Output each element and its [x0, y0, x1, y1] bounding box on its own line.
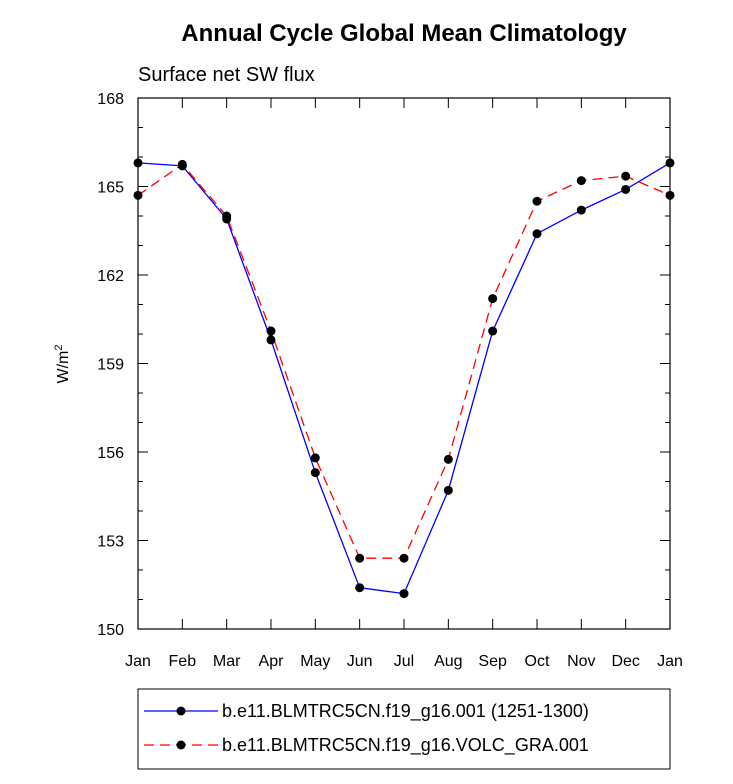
legend-box	[137, 688, 671, 770]
y-tick-label: 153	[97, 534, 124, 551]
data-point-series-2	[532, 196, 542, 206]
y-tick-label: 168	[97, 91, 124, 108]
legend-entry: b.e11.BLMTRC5CN.f19_g16.VOLC_GRA.001	[144, 735, 589, 756]
data-point-series-1	[576, 205, 586, 215]
x-tick-label: Jan	[125, 653, 151, 670]
x-tick-label: Jul	[394, 653, 414, 670]
data-point-series-2	[576, 176, 586, 186]
data-point-series-2	[665, 190, 675, 200]
y-tick-label: 156	[97, 445, 124, 462]
legend-marker-series-1	[176, 706, 186, 716]
chart-title: Annual Cycle Global Mean Climatology	[181, 20, 627, 47]
data-point-series-2	[222, 211, 232, 221]
y-axis-label-base: W/m	[55, 351, 72, 384]
data-point-series-2	[177, 159, 187, 169]
data-point-series-1	[488, 326, 498, 336]
data-point-series-2	[266, 326, 276, 336]
x-tick-label: Mar	[213, 653, 241, 670]
plot-frame	[137, 97, 671, 630]
x-tick-label: Jun	[347, 653, 373, 670]
series-line-2	[137, 163, 671, 559]
x-tick-label: Sep	[478, 653, 507, 670]
data-point-series-1	[532, 229, 542, 239]
data-point-series-1	[266, 335, 276, 345]
legend: b.e11.BLMTRC5CN.f19_g16.001 (1251-1300) …	[137, 688, 671, 770]
x-tick-label: Feb	[169, 653, 197, 670]
legend-label-series-2: b.e11.BLMTRC5CN.f19_g16.VOLC_GRA.001	[222, 735, 589, 756]
axis-ticks: Jan Feb Mar Apr May Jun Jul Aug Sep Oct Nov Dec Jan1…	[97, 91, 683, 670]
y-axis-label: W/m2	[53, 345, 72, 384]
x-tick-label: Apr	[259, 653, 285, 670]
data-point-series-2	[310, 453, 320, 463]
legend-entry: b.e11.BLMTRC5CN.f19_g16.001 (1251-1300)	[144, 701, 589, 722]
data-point-series-1	[443, 485, 453, 495]
y-tick-label: 165	[97, 180, 124, 197]
data-point-series-2	[443, 454, 453, 464]
x-tick-label: Dec	[611, 653, 639, 670]
svg-text:W/m2: W/m2	[53, 345, 72, 384]
data-point-series-2	[621, 171, 631, 181]
data-point-series-1	[355, 583, 365, 593]
data-point-series-2	[133, 190, 143, 200]
x-tick-label: Aug	[434, 653, 462, 670]
data-point-series-2	[399, 553, 409, 563]
data-point-series-1	[621, 184, 631, 194]
chart-subtitle: Surface net SW flux	[138, 64, 315, 86]
data-point-series-2	[355, 553, 365, 563]
data-point-series-1	[133, 158, 143, 168]
data-point-series-1	[399, 589, 409, 599]
y-tick-label: 162	[97, 268, 124, 285]
legend-label-series-1: b.e11.BLMTRC5CN.f19_g16.001 (1251-1300)	[222, 701, 589, 722]
x-tick-label: Nov	[567, 653, 595, 670]
x-tick-label: Oct	[525, 653, 550, 670]
x-tick-label: May	[300, 653, 330, 670]
data-point-series-1	[665, 158, 675, 168]
y-tick-label: 159	[97, 357, 124, 374]
series-line-1	[137, 162, 671, 595]
y-axis-label-superscript: 2	[53, 345, 65, 351]
data-point-series-2	[488, 294, 498, 304]
series-layer	[133, 158, 675, 599]
legend-marker-series-2	[176, 740, 186, 750]
x-tick-label: Jan	[657, 653, 683, 670]
data-point-series-1	[310, 468, 320, 478]
y-tick-label: 150	[97, 622, 124, 639]
